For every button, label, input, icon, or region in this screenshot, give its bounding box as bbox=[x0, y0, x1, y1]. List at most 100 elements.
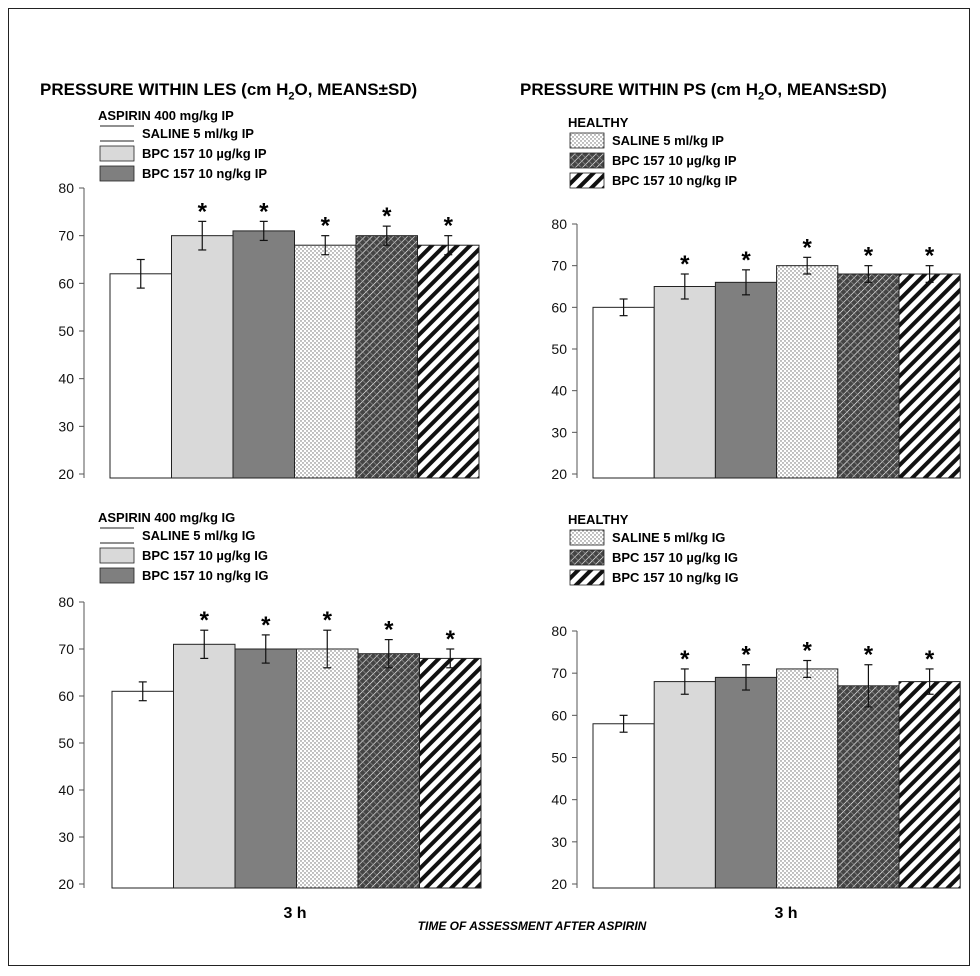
legend-swatch bbox=[99, 567, 135, 584]
bar bbox=[653, 681, 716, 889]
y-tick-label: 20 bbox=[551, 876, 567, 892]
significance-star: * bbox=[261, 612, 271, 639]
bar bbox=[653, 286, 716, 479]
x-tick-left: 3 h bbox=[283, 905, 306, 922]
y-tick-label: 30 bbox=[551, 834, 567, 850]
bar bbox=[898, 273, 961, 479]
figure-frame bbox=[8, 8, 970, 966]
legend-label: BPC 157 10 ng/kg IG bbox=[142, 568, 268, 583]
y-tick-label: 20 bbox=[58, 876, 74, 892]
legend-header: HEALTHY bbox=[568, 512, 629, 527]
bar bbox=[294, 244, 357, 479]
legend-label: BPC 157 10 µg/kg IG bbox=[612, 550, 738, 565]
bar bbox=[109, 273, 172, 479]
legend-label: SALINE 5 ml/kg IP bbox=[142, 126, 254, 141]
significance-star: * bbox=[741, 247, 751, 274]
significance-star: * bbox=[259, 198, 269, 225]
y-tick-label: 70 bbox=[58, 641, 74, 657]
bar bbox=[173, 643, 236, 889]
bar bbox=[837, 273, 900, 479]
significance-star: * bbox=[200, 607, 210, 634]
legend-label: BPC 157 10 µg/kg IG bbox=[142, 548, 268, 563]
legend-swatch bbox=[569, 549, 605, 566]
legend-label: BPC 157 10 ng/kg IP bbox=[612, 173, 737, 188]
legend-label: SALINE 5 ml/kg IP bbox=[612, 133, 724, 148]
legend-label: SALINE 5 ml/kg IG bbox=[142, 528, 255, 543]
bar bbox=[592, 723, 655, 889]
significance-star: * bbox=[446, 626, 456, 653]
significance-star: * bbox=[803, 234, 813, 261]
significance-star: * bbox=[323, 607, 333, 634]
y-tick-label: 60 bbox=[58, 688, 74, 704]
x-axis-label: TIME OF ASSESSMENT AFTER ASPIRIN bbox=[418, 919, 647, 933]
significance-star: * bbox=[680, 646, 690, 673]
legend-swatch bbox=[99, 145, 135, 162]
legend-swatch bbox=[569, 529, 605, 546]
legend-label: SALINE 5 ml/kg IG bbox=[612, 530, 725, 545]
y-tick-label: 50 bbox=[551, 750, 567, 766]
legend-header: ASPIRIN 400 mg/kg IG bbox=[98, 510, 235, 525]
bar bbox=[898, 681, 961, 889]
y-tick-label: 80 bbox=[551, 623, 567, 639]
y-tick-label: 50 bbox=[58, 323, 74, 339]
chart-title-les: PRESSURE WITHIN LES (cm H2O, MEANS±SD) bbox=[40, 80, 418, 103]
legend-swatch bbox=[569, 172, 605, 189]
y-tick-label: 40 bbox=[58, 782, 74, 798]
significance-star: * bbox=[864, 243, 874, 270]
legend-header: HEALTHY bbox=[568, 115, 629, 130]
y-tick-label: 70 bbox=[551, 665, 567, 681]
bar bbox=[837, 685, 900, 889]
y-tick-label: 20 bbox=[551, 466, 567, 482]
y-tick-label: 70 bbox=[58, 228, 74, 244]
y-tick-label: 50 bbox=[551, 341, 567, 357]
y-tick-label: 80 bbox=[551, 216, 567, 232]
significance-star: * bbox=[321, 213, 331, 240]
y-tick-label: 70 bbox=[551, 258, 567, 274]
bar bbox=[111, 690, 174, 889]
significance-star: * bbox=[803, 638, 813, 665]
y-tick-label: 50 bbox=[58, 735, 74, 751]
bar bbox=[417, 244, 480, 479]
legend-header: ASPIRIN 400 mg/kg IP bbox=[98, 108, 234, 123]
x-tick-right: 3 h bbox=[774, 905, 797, 922]
significance-star: * bbox=[925, 646, 935, 673]
bar bbox=[714, 281, 778, 479]
chart-title-ps: PRESSURE WITHIN PS (cm H2O, MEANS±SD) bbox=[520, 80, 887, 103]
significance-star: * bbox=[382, 203, 392, 230]
y-tick-label: 40 bbox=[58, 371, 74, 387]
bar bbox=[296, 648, 359, 889]
y-tick-label: 20 bbox=[58, 466, 74, 482]
significance-star: * bbox=[444, 213, 454, 240]
bar bbox=[776, 265, 839, 479]
y-tick-label: 40 bbox=[551, 792, 567, 808]
legend-swatch bbox=[569, 132, 605, 149]
legend-swatch bbox=[569, 569, 605, 586]
bar bbox=[714, 676, 778, 889]
y-tick-label: 80 bbox=[58, 594, 74, 610]
legend-label: BPC 157 10 ng/kg IP bbox=[142, 166, 267, 181]
legend-swatch bbox=[99, 165, 135, 182]
y-tick-label: 30 bbox=[58, 829, 74, 845]
bar bbox=[234, 648, 297, 889]
y-tick-label: 60 bbox=[551, 707, 567, 723]
bar bbox=[419, 657, 482, 889]
y-tick-label: 60 bbox=[58, 275, 74, 291]
y-tick-label: 30 bbox=[58, 418, 74, 434]
legend-label: BPC 157 10 ng/kg IG bbox=[612, 570, 738, 585]
bar bbox=[776, 668, 839, 889]
y-tick-label: 80 bbox=[58, 180, 74, 196]
y-tick-label: 60 bbox=[551, 299, 567, 315]
bar bbox=[232, 230, 295, 479]
legend-swatch bbox=[99, 547, 135, 564]
bar bbox=[171, 235, 234, 479]
y-tick-label: 30 bbox=[551, 424, 567, 440]
significance-star: * bbox=[741, 642, 751, 669]
significance-star: * bbox=[384, 617, 394, 644]
significance-star: * bbox=[680, 251, 690, 278]
legend-swatch bbox=[569, 152, 605, 169]
significance-star: * bbox=[864, 642, 874, 669]
bar bbox=[357, 653, 420, 889]
significance-star: * bbox=[925, 243, 935, 270]
y-tick-label: 40 bbox=[551, 383, 567, 399]
